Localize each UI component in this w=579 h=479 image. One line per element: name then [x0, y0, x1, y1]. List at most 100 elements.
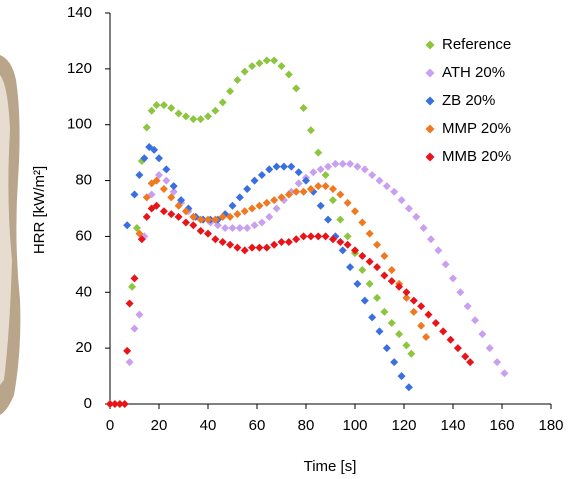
data-point	[110, 400, 119, 408]
data-point	[248, 243, 257, 252]
data-point	[277, 62, 286, 71]
data-point	[360, 296, 369, 305]
data-point	[351, 207, 359, 216]
data-point	[279, 162, 288, 171]
data-point	[328, 184, 337, 193]
data-point	[159, 184, 168, 193]
data-point	[169, 182, 178, 191]
data-point	[449, 274, 457, 283]
x-axis-label: Time [s]	[304, 458, 357, 475]
data-point	[270, 196, 279, 205]
data-point	[270, 56, 279, 65]
data-point	[358, 251, 367, 260]
data-point	[135, 310, 144, 319]
data-point	[235, 193, 244, 202]
data-point	[380, 251, 389, 260]
data-point	[390, 358, 399, 367]
data-point	[174, 212, 183, 221]
data-point	[226, 87, 235, 96]
data-point	[373, 293, 382, 302]
data-point	[417, 321, 426, 330]
data-point	[226, 212, 235, 221]
data-point	[461, 352, 470, 361]
data-point	[321, 232, 330, 241]
data-point	[211, 235, 220, 244]
data-point	[387, 277, 396, 286]
data-point	[277, 238, 286, 247]
y-tick-label: 80	[75, 172, 92, 189]
y-tick-label: 100	[67, 116, 92, 133]
data-point	[365, 279, 374, 288]
x-tick-label: 0	[106, 417, 114, 434]
data-point	[152, 101, 161, 110]
data-point	[284, 70, 293, 79]
data-point	[324, 162, 333, 171]
data-point	[218, 238, 227, 247]
data-point	[306, 126, 315, 135]
data-point	[331, 159, 340, 168]
data-point	[218, 98, 227, 107]
data-point	[130, 274, 139, 283]
data-point	[287, 162, 296, 171]
data-point	[375, 176, 384, 185]
data-point	[390, 187, 399, 196]
data-point	[270, 240, 279, 249]
data-point	[262, 56, 271, 65]
data-point	[336, 215, 345, 224]
data-point	[221, 224, 230, 233]
data-point	[314, 182, 323, 191]
data-point	[336, 238, 345, 247]
data-point	[204, 229, 212, 238]
data-point	[409, 296, 418, 305]
y-tick-label: 0	[84, 395, 92, 412]
data-point	[395, 330, 404, 339]
data-point	[328, 196, 337, 205]
data-point	[140, 154, 149, 163]
data-point	[181, 112, 190, 121]
data-point	[419, 224, 428, 233]
data-point	[365, 229, 374, 238]
x-tick-label: 140	[440, 417, 465, 434]
data-point	[262, 243, 271, 252]
data-point	[147, 106, 156, 115]
data-point	[196, 226, 205, 235]
data-point	[358, 265, 367, 274]
legend-marker	[425, 96, 435, 106]
data-point	[292, 187, 301, 196]
data-point	[169, 187, 178, 196]
data-point	[306, 232, 315, 241]
data-point	[299, 103, 308, 112]
data-point	[434, 246, 443, 255]
data-point	[132, 224, 141, 233]
y-tick-label: 140	[67, 4, 92, 21]
data-point	[226, 240, 235, 249]
data-point	[250, 176, 259, 185]
data-point	[424, 310, 433, 319]
x-tick-label: 80	[298, 417, 315, 434]
data-point	[294, 179, 303, 188]
data-point	[265, 212, 274, 221]
data-point	[130, 324, 139, 333]
data-point	[228, 224, 237, 233]
data-point	[387, 265, 396, 274]
data-point	[255, 243, 264, 252]
data-point	[204, 112, 212, 121]
data-point	[248, 62, 257, 71]
y-tick-label: 20	[75, 339, 92, 356]
data-point	[316, 201, 325, 210]
data-point	[211, 106, 220, 115]
data-point	[321, 170, 330, 179]
data-point	[115, 400, 124, 408]
data-point	[412, 212, 421, 221]
data-point	[478, 330, 487, 339]
data-point	[257, 218, 266, 227]
data-point	[368, 313, 377, 322]
data-point	[262, 198, 271, 207]
data-point	[375, 327, 384, 336]
data-point	[338, 246, 347, 255]
data-point	[128, 282, 137, 291]
data-point	[343, 240, 352, 249]
data-point	[328, 235, 337, 244]
data-point	[250, 221, 259, 230]
